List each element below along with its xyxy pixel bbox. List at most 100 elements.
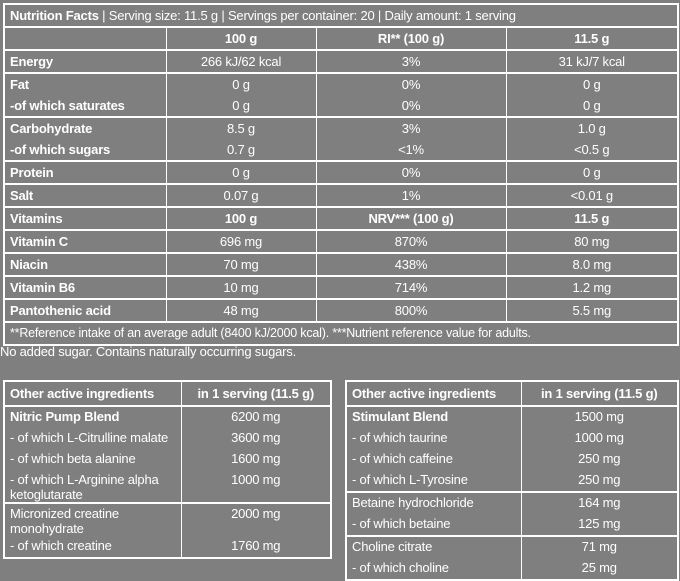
row-label: - of which caffeine [345,449,522,470]
row: - of which L-Arginine alpha ketoglutarat… [3,470,332,503]
row-value: 250 mg [520,470,679,492]
row-value: 250 mg [520,449,679,470]
row-group: Vitamin B6 10 mg 714% 1.2 mg [3,276,679,299]
row-value: 3% [315,117,507,139]
row-value: 164 mg [520,492,679,514]
row-label: Energy [3,50,167,73]
row: Micronized creatine monohydrate 2000 mg [3,503,332,536]
row-value: 0.07 g [165,184,317,207]
row-label: - of which L-Arginine alpha ketoglutarat… [3,470,182,503]
header-row: 100 g RI** (100 g) 11.5 g [3,27,679,50]
row-value: 0 g [505,73,679,95]
row-value: 266 kJ/62 kcal [165,50,317,73]
header-group: Other active ingredients in 1 serving (11… [345,381,679,406]
row-value: 0% [315,95,507,117]
row-value: 0 g [165,161,317,184]
row-label: Carbohydrate [3,117,167,139]
footnote-row: **Reference intake of an average adult (… [3,322,679,345]
row: Stimulant Blend 1500 mg [345,406,679,428]
row-label: - of which beta alanine [3,449,182,470]
row: Energy 266 kJ/62 kcal 3% 31 kJ/7 kcal [3,50,679,73]
row-value: 1500 mg [520,406,679,428]
footnote: **Reference intake of an average adult (… [3,322,679,345]
row-group: Nitric Pump Blend 6200 mg - of which L-Cit… [3,406,332,503]
row-value: 0% [315,73,507,95]
column-header: in 1 serving (11.5 g) [520,381,679,406]
row-label: Vitamins [3,207,167,230]
page: {"nutrition": { "title": "Nutrition Fact… [0,3,680,581]
row-value: 8.5 g [165,117,317,139]
row-value: 8.0 mg [505,253,679,276]
row-value: 1.0 g [505,117,679,139]
row-label: Nitric Pump Blend [3,406,182,428]
row: Niacin 70 mg 438% 8.0 mg [3,253,679,276]
row-label: - of which taurine [345,428,522,449]
row-label: Protein [3,161,167,184]
title-cell: Nutrition Facts | Serving size: 11.5 g |… [3,4,679,27]
column-header: 100 g [165,27,317,50]
row-label: Fat [3,73,167,95]
active-ingredients-right: Other active ingredients in 1 serving (11… [345,380,679,581]
row-value: 1000 mg [180,470,332,503]
row-value: 438% [315,253,507,276]
row: - of which L-Tyrosine 250 mg [345,470,679,492]
row-value: 1760 mg [180,536,332,558]
header-empty [3,27,167,50]
row-value: 1.2 mg [505,276,679,299]
row-value: 10 mg [165,276,317,299]
row: - of which L-Citrulline malate 3600 mg [3,428,332,449]
row: Fat 0 g 0% 0 g [3,73,679,95]
row-label: Vitamin C [3,230,167,253]
row: - of which taurine 1000 mg [345,428,679,449]
row-value: <1% [315,139,507,161]
row: Betaine hydrochloride 164 mg [345,492,679,514]
row-value: 714% [315,276,507,299]
row-value: NRV*** (100 g) [315,207,507,230]
row-value: 0% [315,161,507,184]
row-value: 0 g [165,73,317,95]
row-group: Protein 0 g 0% 0 g [3,161,679,184]
active-ingredients-left: Other active ingredients in 1 serving (11… [3,380,332,559]
row-group: Salt 0.07 g 1% <0.01 g [3,184,679,207]
row-label: Niacin [3,253,167,276]
row-value: 1% [315,184,507,207]
row-label: Betaine hydrochloride [345,492,522,514]
row-value: 0.7 g [165,139,317,161]
row-value: 3% [315,50,507,73]
row-value: 800% [315,299,507,322]
row-value: 3600 mg [180,428,332,449]
column-header: in 1 serving (11.5 g) [180,381,332,406]
row-value: 2000 mg [180,503,332,536]
row-label: Pantothenic acid [3,299,167,322]
row-label: - of which choline [345,558,522,580]
row-value: 80 mg [505,230,679,253]
row: -of which saturates 0 g 0% 0 g [3,95,679,117]
row-label: - of which creatine [3,536,182,558]
row-value: <0.01 g [505,184,679,207]
row-value: <0.5 g [505,139,679,161]
row-group: Betaine hydrochloride 164 mg - of which be… [345,492,679,536]
row-group: Fat 0 g 0% 0 g -of which saturates 0 g 0% 0 g [3,73,679,117]
row-value: 0 g [505,161,679,184]
row-value: 1000 mg [520,428,679,449]
row-value: 48 mg [165,299,317,322]
row-label: -of which saturates [3,95,167,117]
row: Vitamin B6 10 mg 714% 1.2 mg [3,276,679,299]
row-label: Stimulant Blend [345,406,522,428]
row-label: Micronized creatine monohydrate [3,503,182,536]
row: Nitric Pump Blend 6200 mg [3,406,332,428]
row-value: 125 mg [520,514,679,536]
serving-info: | Serving size: 11.5 g | Servings per co… [102,8,516,23]
row: - of which choline 25 mg [345,558,679,580]
title: Nutrition Facts [10,8,99,23]
row-value: 71 mg [520,536,679,558]
row-group: Pantothenic acid 48 mg 800% 5.5 mg [3,299,679,322]
row-label: - of which betaine [345,514,522,536]
row-value: 5.5 mg [505,299,679,322]
title-group: Nutrition Facts | Serving size: 11.5 g |… [3,4,679,27]
column-header: 11.5 g [505,27,679,50]
row: - of which creatine 1760 mg [3,536,332,558]
row-group: Carbohydrate 8.5 g 3% 1.0 g -of which sugars… [3,117,679,161]
row-value: 696 mg [165,230,317,253]
note: No added sugar. Contains naturally occur… [0,344,296,359]
